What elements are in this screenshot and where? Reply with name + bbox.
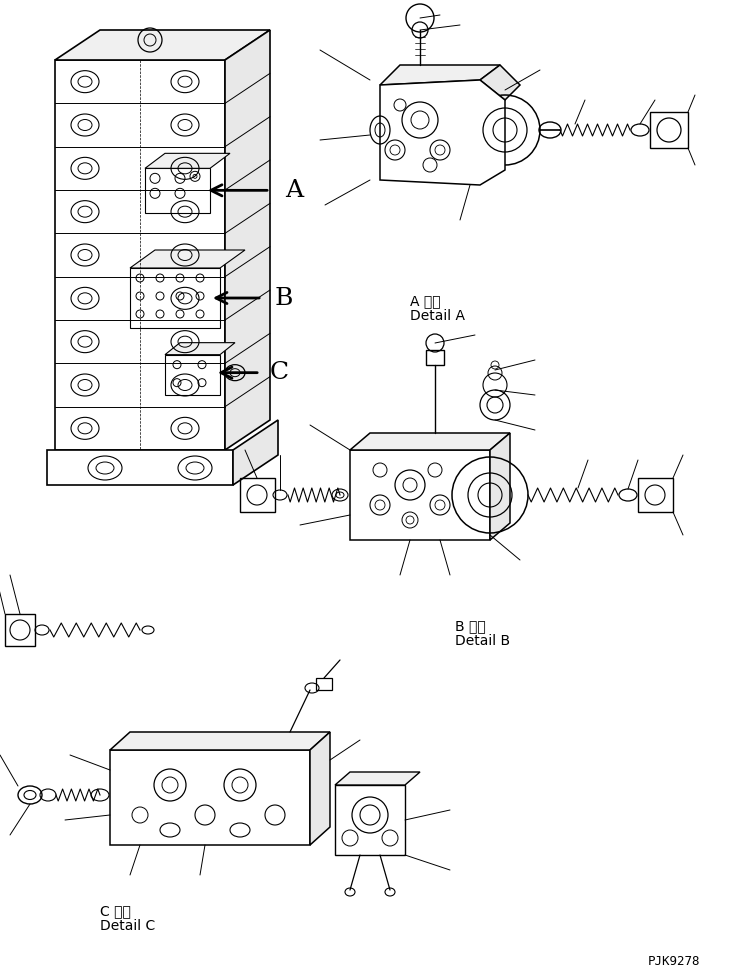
Polygon shape xyxy=(145,169,210,214)
Polygon shape xyxy=(110,750,310,845)
Polygon shape xyxy=(130,268,220,328)
Polygon shape xyxy=(310,732,330,845)
Polygon shape xyxy=(480,65,520,100)
Text: C: C xyxy=(270,362,289,384)
Text: Detail B: Detail B xyxy=(455,634,510,648)
Text: B: B xyxy=(275,286,293,310)
Polygon shape xyxy=(47,450,233,485)
Bar xyxy=(426,350,444,365)
Bar xyxy=(650,112,688,148)
Text: Detail C: Detail C xyxy=(100,919,155,933)
Polygon shape xyxy=(490,433,510,540)
Polygon shape xyxy=(380,80,505,185)
Bar xyxy=(5,614,35,646)
Text: Detail A: Detail A xyxy=(410,309,465,323)
Polygon shape xyxy=(165,343,235,355)
Bar xyxy=(240,478,275,512)
Polygon shape xyxy=(110,732,330,750)
Text: A 詳細: A 詳細 xyxy=(410,294,440,308)
Bar xyxy=(638,478,673,512)
Text: PJK9278: PJK9278 xyxy=(647,955,700,968)
Polygon shape xyxy=(165,355,220,395)
Polygon shape xyxy=(55,60,225,450)
Polygon shape xyxy=(335,785,405,855)
Polygon shape xyxy=(350,450,490,540)
Polygon shape xyxy=(145,153,230,169)
Polygon shape xyxy=(380,65,500,85)
Text: B 詳細: B 詳細 xyxy=(455,619,486,633)
Polygon shape xyxy=(233,420,278,485)
Text: C 詳細: C 詳細 xyxy=(100,904,131,918)
Polygon shape xyxy=(130,250,245,268)
Polygon shape xyxy=(225,30,270,450)
Polygon shape xyxy=(335,772,420,785)
Polygon shape xyxy=(350,433,510,450)
Text: A: A xyxy=(285,178,303,202)
Bar xyxy=(316,678,332,690)
Polygon shape xyxy=(55,30,270,60)
